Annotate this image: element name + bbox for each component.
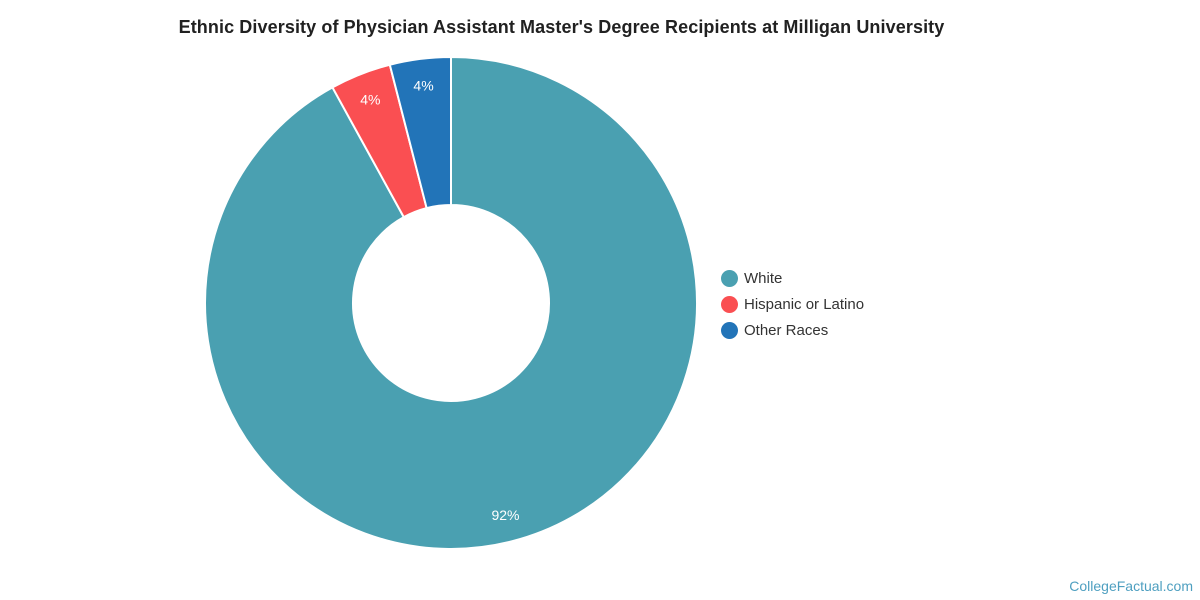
legend-item-other-races[interactable]: Other Races — [721, 317, 864, 343]
legend-item-label: Hispanic or Latino — [744, 295, 865, 313]
watermark-link[interactable]: CollegeFactual.com — [1069, 578, 1193, 594]
legend-item-label: Other Races — [744, 321, 829, 339]
legend-marker-icon — [721, 269, 738, 287]
pie-slice-other-races[interactable] — [388, 56, 452, 210]
legend-marker-icon — [721, 295, 738, 313]
legend-item-hispanic-or-latino[interactable]: Hispanic or Latino — [721, 291, 864, 317]
chart-title: Ethnic Diversity of Physician Assistant … — [178, 17, 945, 37]
legend-marker-icon — [721, 321, 738, 339]
legend: White Hispanic or Latino Other Races — [721, 265, 864, 343]
legend-item-label: White — [744, 269, 783, 287]
legend-item-white[interactable]: White — [721, 265, 864, 291]
pie-slice-white[interactable] — [204, 56, 698, 550]
